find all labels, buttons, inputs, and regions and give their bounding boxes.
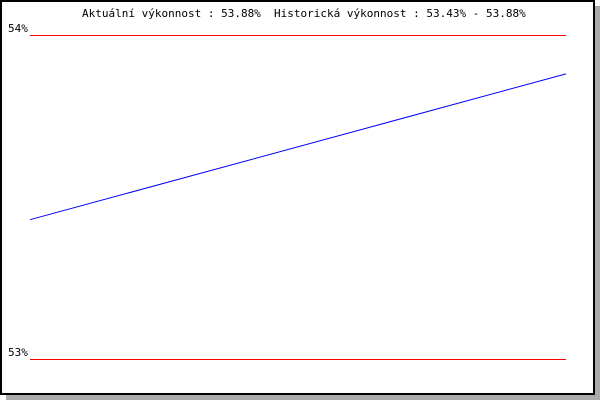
series-line [29,73,567,221]
chart-frame [0,0,595,395]
y-tick-label: 53% [8,346,28,359]
y-tick-label: 54% [8,22,28,35]
chart-title: Aktuální výkonnost : 53.88% Historická v… [82,7,526,20]
